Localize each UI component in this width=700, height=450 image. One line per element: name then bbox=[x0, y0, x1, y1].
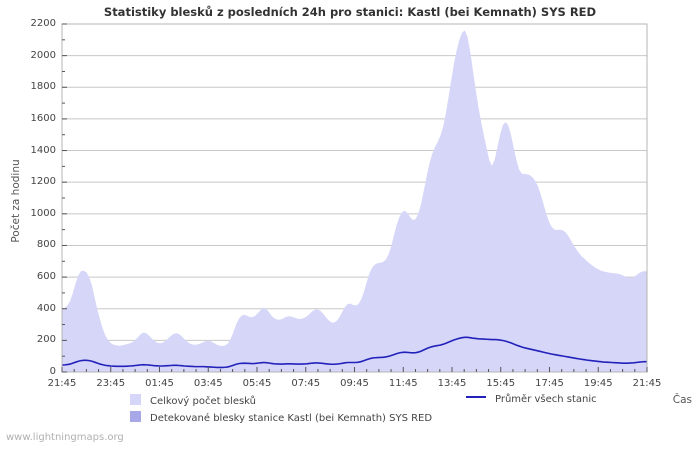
area-series bbox=[62, 30, 647, 373]
legend-item-label: Průměr všech stanic bbox=[495, 394, 597, 405]
legend-line-marker bbox=[466, 396, 486, 398]
legend-swatch-marker bbox=[130, 394, 141, 405]
chart-legend: Celkový počet blesků Detekované blesky st… bbox=[0, 392, 700, 432]
x-axis-label: Čas bbox=[672, 394, 692, 406]
chart-title: Statistiky blesků z posledních 24h pro s… bbox=[103, 5, 597, 19]
legend-item-label: Detekované blesky stanice Kastl (bei Kem… bbox=[150, 413, 433, 424]
legend-item[interactable]: Průměr všech stanic bbox=[466, 394, 597, 405]
legend-item[interactable]: Detekované blesky stanice Kastl (bei Kem… bbox=[130, 411, 432, 424]
line-series bbox=[61, 336, 647, 369]
legend-item-label: Celkový počet blesků bbox=[150, 396, 257, 407]
watermark: www.lightningmaps.org bbox=[6, 432, 124, 443]
legend-swatch-marker bbox=[130, 411, 141, 422]
legend-item[interactable]: Celkový počet blesků bbox=[130, 394, 256, 407]
